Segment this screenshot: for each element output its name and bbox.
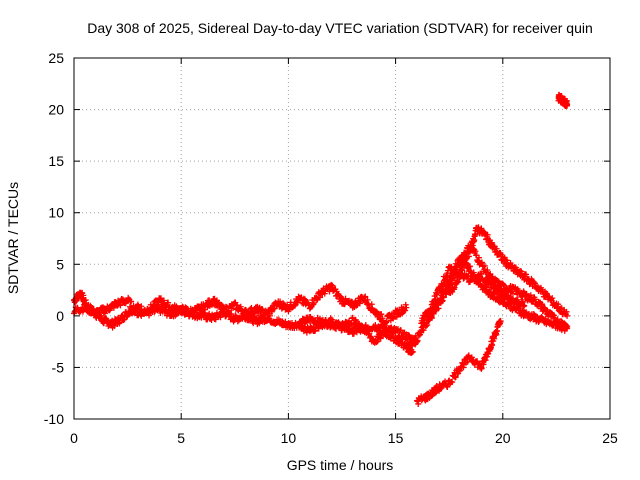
data-point: [303, 329, 310, 336]
data-point: [362, 322, 369, 329]
data-point: [555, 301, 562, 308]
data-point: [397, 336, 404, 343]
data-point: [160, 297, 167, 304]
series-trace-mid: [418, 263, 528, 327]
data-point: [128, 298, 135, 305]
y-tick-label: 25: [48, 50, 64, 66]
y-tick-label: 10: [48, 205, 64, 221]
data-points: [71, 91, 571, 407]
data-point: [420, 327, 427, 334]
data-point: [481, 262, 488, 269]
data-point: [489, 342, 496, 349]
y-tick-label: 0: [56, 308, 64, 324]
series-trace-dip: [414, 318, 504, 407]
grid-lines: [74, 58, 610, 419]
y-tick-label: -10: [44, 411, 64, 427]
data-point: [110, 304, 117, 311]
data-point: [488, 239, 495, 246]
chart-title: Day 308 of 2025, Sidereal Day-to-day VTE…: [87, 20, 593, 36]
axis-ticks: 0 5 10 15 20 25 -10 -5 0 5 10 15 20 25: [44, 50, 618, 446]
x-tick-label: 0: [70, 430, 78, 446]
data-point: [539, 301, 546, 308]
data-point: [491, 335, 498, 342]
data-point: [455, 278, 462, 285]
data-point: [564, 101, 571, 108]
y-tick-label: 15: [48, 153, 64, 169]
data-point: [461, 264, 468, 271]
x-axis-label: GPS time / hours: [287, 457, 394, 473]
data-point: [373, 339, 380, 346]
data-point: [449, 379, 456, 386]
data-point: [549, 295, 556, 302]
x-tick-label: 20: [495, 430, 511, 446]
data-point: [564, 325, 571, 332]
data-point: [335, 319, 342, 326]
data-point: [315, 325, 322, 332]
y-tick-label: 20: [48, 102, 64, 118]
series-trace-lower: [296, 315, 416, 357]
data-point: [329, 282, 336, 289]
data-point: [462, 261, 469, 268]
data-point: [80, 292, 87, 299]
data-point: [356, 300, 363, 307]
data-point: [468, 246, 475, 253]
data-point: [414, 337, 421, 344]
plot-frame: [73, 57, 611, 420]
series-trace-upper: [71, 281, 410, 327]
data-point: [469, 242, 476, 249]
data-point: [428, 307, 435, 314]
data-point: [432, 296, 439, 303]
data-point: [435, 305, 442, 312]
data-point: [403, 304, 410, 311]
data-point: [523, 271, 530, 278]
data-point: [402, 307, 409, 314]
data-point: [493, 245, 500, 252]
data-point: [487, 270, 494, 277]
y-tick-label: 5: [56, 256, 64, 272]
data-point: [497, 318, 504, 325]
data-point: [440, 280, 447, 287]
data-point: [482, 357, 489, 364]
data-point: [362, 293, 369, 300]
data-point: [409, 348, 416, 355]
data-point: [465, 253, 472, 260]
data-point: [383, 318, 390, 325]
data-point: [489, 279, 496, 286]
data-point: [475, 254, 482, 261]
x-tick-label: 10: [281, 430, 297, 446]
data-point: [431, 300, 438, 307]
x-tick-label: 5: [177, 430, 185, 446]
data-point: [521, 302, 528, 309]
data-point: [452, 373, 459, 380]
data-point: [440, 294, 447, 301]
x-tick-label: 25: [602, 430, 618, 446]
data-point: [378, 311, 385, 318]
x-tick-label: 15: [388, 430, 404, 446]
data-point: [206, 310, 213, 317]
data-point: [431, 390, 438, 397]
series-trace-peak: [446, 224, 571, 319]
y-axis-label: SDTVAR / TECUs: [5, 182, 21, 294]
data-point: [271, 305, 278, 312]
data-point: [415, 400, 422, 407]
data-point: [484, 267, 491, 274]
data-point: [250, 320, 257, 327]
data-point: [428, 315, 435, 322]
data-point: [165, 299, 172, 306]
data-point: [564, 312, 571, 319]
y-tick-label: -5: [52, 359, 65, 375]
series-trace-outlier: [555, 91, 571, 110]
